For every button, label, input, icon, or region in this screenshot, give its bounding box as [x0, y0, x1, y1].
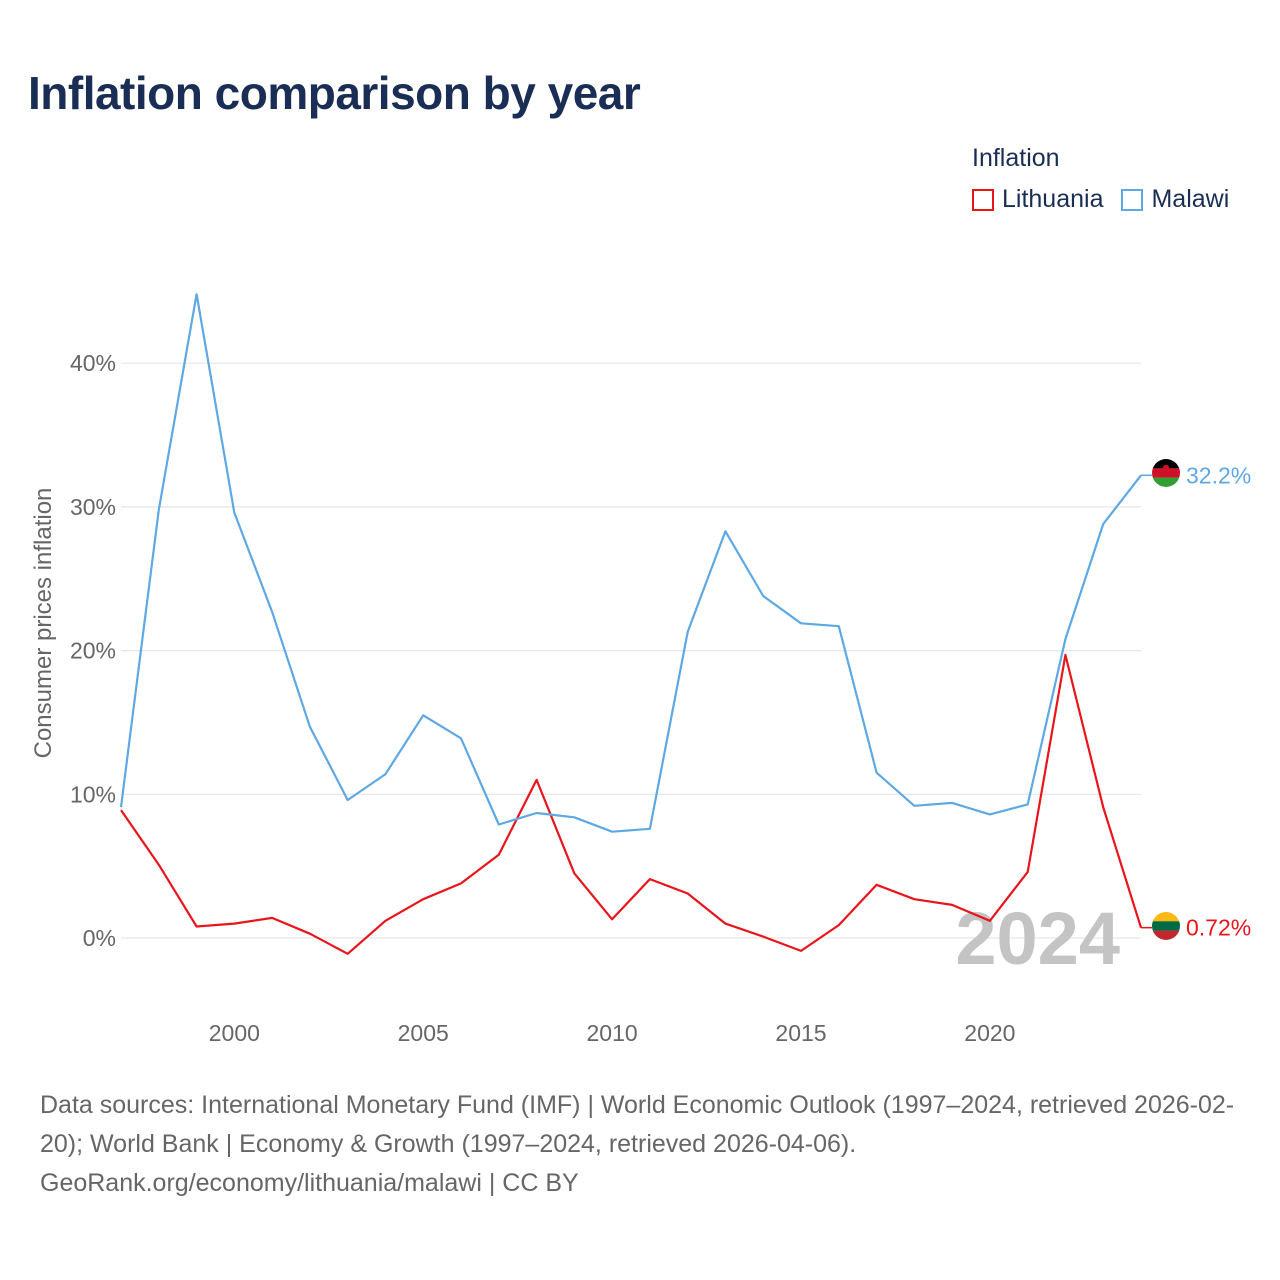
- data-point-lithuania[interactable]: [950, 903, 954, 907]
- y-axis-label: Consumer prices inflation: [30, 488, 57, 759]
- data-point-malawi[interactable]: [308, 725, 312, 729]
- legend-label-malawi: Malawi: [1151, 185, 1230, 213]
- line-chart: 2024 0.72% 32.2% 0% 10% 20% 30% 40% 2000 2005 20…: [30, 292, 1251, 1046]
- footer: Data sources: International Monetary Fun…: [40, 1086, 1250, 1203]
- data-point-malawi[interactable]: [572, 815, 576, 819]
- end-value-label-malawi: 32.2%: [1186, 462, 1251, 488]
- x-tick-label: 2000: [209, 1020, 260, 1046]
- data-point-lithuania[interactable]: [421, 897, 425, 901]
- data-point-malawi[interactable]: [723, 529, 727, 533]
- x-tick-label: 2010: [587, 1020, 638, 1046]
- data-point-malawi[interactable]: [270, 610, 274, 614]
- data-point-lithuania[interactable]: [837, 923, 841, 927]
- data-point-malawi[interactable]: [119, 805, 123, 809]
- data-point-lithuania[interactable]: [308, 932, 312, 936]
- data-point-lithuania[interactable]: [1026, 870, 1030, 874]
- legend-item-malawi[interactable]: Malawi: [1121, 185, 1229, 214]
- footer-credit: GeoRank.org/economy/lithuania/malawi | C…: [40, 1169, 579, 1197]
- data-point-malawi[interactable]: [195, 292, 199, 296]
- data-point-malawi[interactable]: [799, 621, 803, 625]
- data-point-lithuania[interactable]: [1063, 653, 1067, 657]
- data-point-malawi[interactable]: [535, 811, 539, 815]
- legend-swatch-lithuania: [972, 188, 994, 211]
- y-tick-label: 40%: [70, 350, 116, 376]
- data-point-lithuania[interactable]: [572, 871, 576, 875]
- x-tick-label: 2005: [398, 1020, 449, 1046]
- year-watermark: 2024: [955, 897, 1120, 980]
- data-point-malawi[interactable]: [346, 798, 350, 802]
- data-point-lithuania[interactable]: [610, 917, 614, 921]
- data-point-lithuania[interactable]: [912, 897, 916, 901]
- data-point-malawi[interactable]: [761, 594, 765, 598]
- data-point-malawi[interactable]: [421, 713, 425, 717]
- data-point-malawi[interactable]: [837, 624, 841, 628]
- data-point-lithuania[interactable]: [497, 853, 501, 857]
- data-point-lithuania[interactable]: [346, 952, 350, 956]
- data-point-lithuania[interactable]: [157, 863, 161, 867]
- data-point-lithuania[interactable]: [383, 919, 387, 923]
- legend-swatch-malawi: [1121, 188, 1144, 211]
- y-tick-label: 20%: [70, 638, 116, 664]
- data-point-lithuania[interactable]: [988, 919, 992, 923]
- data-point-malawi[interactable]: [157, 508, 161, 512]
- end-value-label-lithuania: 0.72%: [1186, 915, 1251, 941]
- legend-item-lithuania[interactable]: Lithuania: [972, 185, 1103, 214]
- data-point-malawi[interactable]: [383, 772, 387, 776]
- data-point-malawi[interactable]: [1101, 522, 1105, 526]
- footer-sources: Data sources: International Monetary Fun…: [40, 1091, 1235, 1158]
- data-point-lithuania[interactable]: [195, 925, 199, 929]
- data-point-malawi[interactable]: [686, 630, 690, 634]
- data-point-malawi[interactable]: [497, 822, 501, 826]
- series-line-lithuania[interactable]: [120, 653, 1143, 955]
- y-tick-label: 0%: [83, 925, 116, 951]
- data-point-lithuania[interactable]: [686, 891, 690, 895]
- data-point-malawi[interactable]: [459, 736, 463, 740]
- page-title: Inflation comparison by year: [28, 67, 641, 119]
- malawi-flag-icon: [1152, 459, 1180, 487]
- lithuania-flag-icon: [1152, 912, 1180, 940]
- data-point-malawi[interactable]: [875, 771, 879, 775]
- data-point-malawi[interactable]: [648, 827, 652, 831]
- data-point-lithuania[interactable]: [270, 916, 274, 920]
- data-point-lithuania[interactable]: [648, 877, 652, 881]
- data-point-malawi[interactable]: [232, 511, 236, 515]
- y-tick-label: 30%: [70, 494, 116, 520]
- y-tick-label: 10%: [70, 781, 116, 807]
- data-point-malawi[interactable]: [610, 830, 614, 834]
- data-point-malawi[interactable]: [988, 812, 992, 816]
- data-point-malawi[interactable]: [1026, 802, 1030, 806]
- data-point-lithuania[interactable]: [459, 881, 463, 885]
- legend-label-lithuania: Lithuania: [1002, 185, 1104, 213]
- x-tick-label: 2020: [964, 1020, 1015, 1046]
- legend-title: Inflation: [972, 144, 1060, 172]
- data-point-lithuania[interactable]: [1101, 805, 1105, 809]
- data-point-lithuania[interactable]: [761, 935, 765, 939]
- series-line-malawi[interactable]: [119, 293, 1142, 833]
- x-tick-label: 2015: [775, 1020, 826, 1046]
- data-point-lithuania[interactable]: [535, 778, 539, 782]
- data-point-malawi[interactable]: [950, 801, 954, 805]
- data-point-lithuania[interactable]: [799, 949, 803, 953]
- data-point-lithuania[interactable]: [232, 922, 236, 926]
- data-point-lithuania[interactable]: [875, 883, 879, 887]
- data-point-lithuania[interactable]: [723, 922, 727, 926]
- data-point-malawi[interactable]: [912, 804, 916, 808]
- legend: Inflation Lithuania Malawi: [972, 144, 1229, 214]
- data-point-malawi[interactable]: [1063, 637, 1067, 641]
